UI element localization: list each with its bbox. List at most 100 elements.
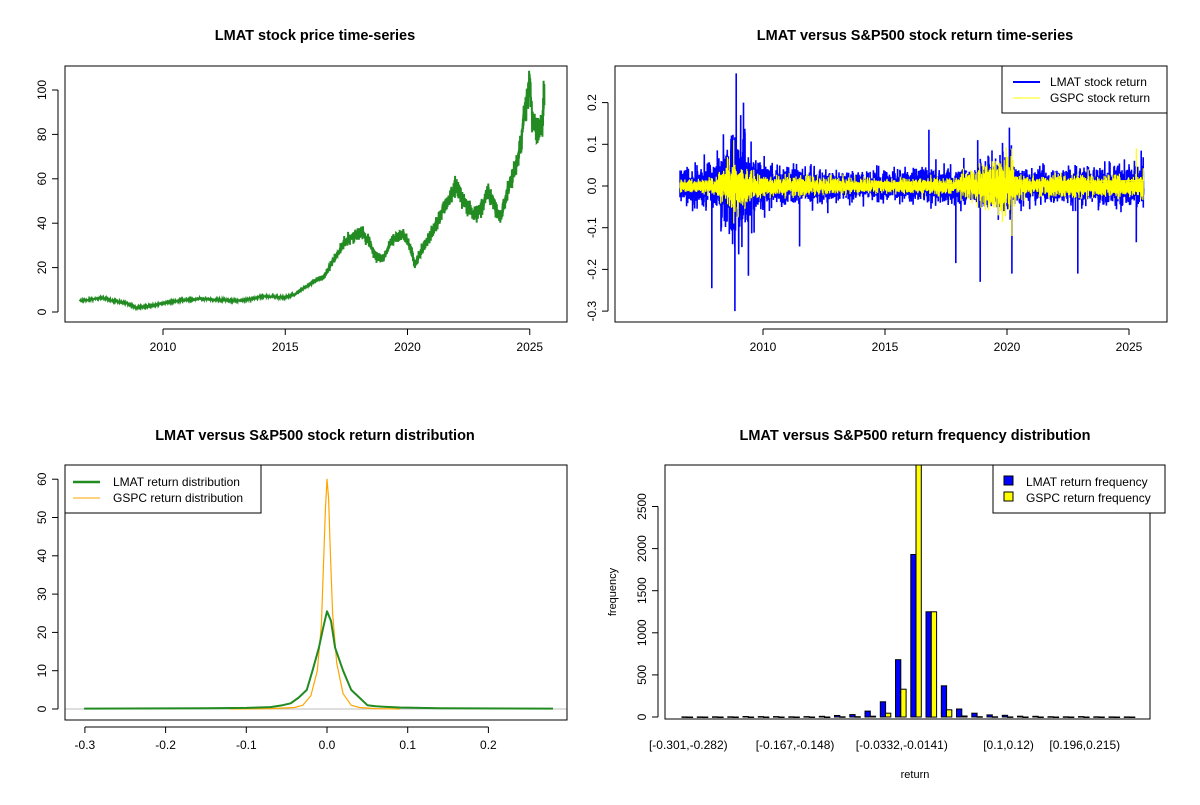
legend-label: LMAT return distribution [113, 475, 240, 489]
panel-histogram: LMAT versus S&P500 return frequency dist… [607, 428, 1166, 781]
legend-swatch [1003, 491, 1014, 502]
y-tick-label: 0.0 [585, 177, 599, 194]
y-tick-label: 60 [35, 172, 49, 186]
gspc-bar [869, 715, 877, 718]
gspc-bar [824, 716, 831, 718]
legend-swatch [1003, 475, 1014, 486]
lmat-bar [818, 715, 826, 718]
lmat-bar [742, 716, 749, 718]
axes: 0 500 1000 1500 2000 2500 [-0.301,-0.282) [-0.1… [635, 493, 1120, 752]
x-axis-label: return [901, 769, 930, 781]
gspc-bar [885, 712, 892, 718]
y-axis: -0.3 -0.2 -0.1 0.0 0.1 0.2 [585, 94, 609, 321]
x-tick-label: [-0.167,-0.148) [756, 738, 835, 752]
gspc-bar [793, 716, 800, 718]
y-tick-label: 1000 [635, 619, 649, 646]
x-tick-label: 2015 [272, 340, 299, 354]
lmat-bar [712, 716, 719, 718]
plot-frame [64, 464, 568, 721]
gspc-bar [976, 716, 983, 718]
gspc-bar [961, 715, 968, 718]
lmat-bar [757, 716, 765, 718]
legend-label: LMAT return frequency [1026, 475, 1148, 489]
lmat-bar [1047, 716, 1054, 718]
lmat-bar [895, 659, 902, 718]
panel-returns: LMAT versus S&P500 stock return time-ser… [585, 28, 1168, 354]
axes: 2010 2015 2020 2025 0 20 40 60 80 100 [35, 80, 543, 354]
lmat-bar [1001, 714, 1009, 718]
gspc-bar [1037, 716, 1044, 718]
y-tick-label: 80 [35, 127, 49, 141]
lmat-density-line [84, 610, 554, 710]
gspc-bar [1098, 716, 1105, 718]
gspc-bar [1083, 716, 1090, 718]
x-tick-label: 2010 [150, 340, 177, 354]
x-tick-label: 2020 [394, 340, 421, 354]
lmat-bar [940, 685, 948, 718]
y-tick-label: 50 [35, 511, 49, 525]
y-tick-label: 40 [35, 549, 49, 563]
y-tick-label: -0.3 [585, 300, 599, 321]
y-axis-label: frequency [607, 567, 619, 616]
density-curves [65, 478, 567, 710]
gspc-bar [991, 716, 999, 718]
plot-frame [64, 65, 568, 323]
y-axis: 0 500 1000 1500 2000 2500 [635, 493, 659, 720]
gspc-bar [1052, 716, 1060, 718]
y-tick-label: 0.2 [585, 94, 599, 111]
lmat-bar [681, 716, 688, 718]
gspc-bar [1068, 716, 1075, 718]
lmat-bar [986, 714, 993, 718]
y-tick-label: 1500 [635, 577, 649, 604]
chart-title: LMAT versus S&P500 stock return distribu… [155, 428, 475, 444]
lmat-bar [773, 716, 780, 718]
gspc-bar [1007, 716, 1014, 718]
y-tick-label: 100 [35, 80, 49, 100]
y-tick-label: 2000 [635, 535, 649, 562]
x-tick-label: [0.196,0.215) [1049, 738, 1120, 752]
legend: LMAT stock return GSPC stock return [1001, 65, 1168, 114]
x-tick-label: 0.1 [399, 738, 416, 752]
lmat-bar [1062, 716, 1070, 718]
lmat-bar [1123, 716, 1131, 718]
legend-label: LMAT stock return [1050, 75, 1147, 89]
chart-title: LMAT versus S&P500 stock return time-ser… [757, 28, 1073, 44]
y-axis: 0 20 40 60 80 100 [35, 80, 59, 315]
gspc-bar [717, 716, 724, 718]
x-tick-label: 0.2 [480, 738, 497, 752]
plot-frame [614, 65, 1168, 323]
x-axis: 2010 2015 2020 2025 [750, 328, 1143, 354]
gspc-bar [1113, 716, 1121, 718]
gspc-bar [915, 465, 922, 718]
y-tick-label: 500 [635, 665, 649, 685]
return-series [679, 73, 1145, 312]
lmat-bar [788, 716, 795, 718]
x-tick-label: 2020 [994, 340, 1021, 354]
lmat-bar [864, 710, 871, 718]
x-axis: 2010 2015 2020 2025 [150, 328, 543, 354]
y-axis: 0 10 20 30 40 50 60 [35, 472, 59, 712]
lmat-bar [925, 611, 932, 718]
lmat-bar [849, 714, 856, 718]
y-tick-label: 30 [35, 587, 49, 601]
legend: LMAT return distribution GSPC return dis… [64, 464, 262, 514]
x-tick-label: 2025 [516, 340, 543, 354]
plot-frame [664, 464, 1151, 720]
gspc-return-line [679, 140, 1145, 237]
gspc-bar [946, 709, 953, 718]
lmat-bar [1032, 715, 1039, 718]
y-tick-label: 2500 [635, 493, 649, 520]
x-axis: -0.3 -0.2 -0.1 0.0 0.1 0.2 [75, 726, 497, 752]
y-tick-label: 40 [35, 216, 49, 230]
x-tick-label: [-0.0332,-0.0141) [856, 738, 948, 752]
lmat-bar [727, 716, 734, 718]
y-tick-label: 0 [35, 705, 49, 712]
y-tick-label: -0.2 [585, 259, 599, 280]
lmat-bar [971, 712, 978, 718]
gspc-bar [702, 716, 709, 718]
x-tick-label: -0.3 [75, 738, 96, 752]
axes: -0.3 -0.2 -0.1 0.0 0.1 0.2 0 10 20 30 40 50 60 [35, 472, 497, 752]
y-tick-label: 20 [35, 625, 49, 639]
gspc-bar [1022, 716, 1029, 718]
